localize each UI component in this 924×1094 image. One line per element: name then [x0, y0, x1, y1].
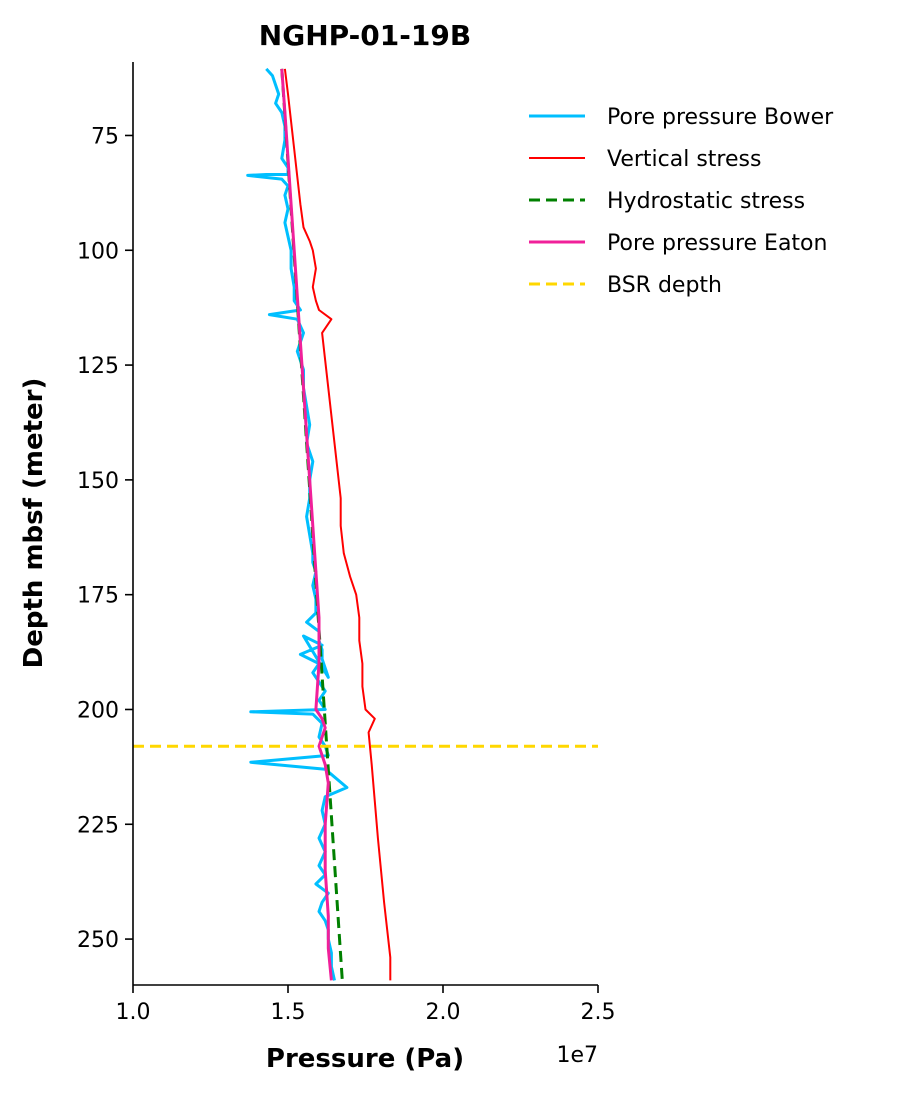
y-tick-label: 200	[77, 698, 119, 723]
series-line-vertical-stress	[283, 68, 392, 981]
x-axis-offset-label: 1e7	[556, 1043, 598, 1068]
x-axis-title: Pressure (Pa)	[266, 1044, 464, 1074]
y-axis-title: Depth mbsf (meter)	[19, 378, 49, 669]
x-tick-label: 1.5	[271, 1000, 306, 1025]
y-tick-label: 125	[77, 354, 119, 379]
series-line-pore-pressure-bower	[246, 67, 349, 981]
x-ticks: 1.0 1.5 2.0 2.5	[116, 985, 616, 1025]
y-ticks: 75 100 125 150 175 200 225 250	[77, 124, 133, 953]
y-tick-label: 150	[77, 469, 119, 494]
y-tick-label: 175	[77, 584, 119, 609]
y-tick-label: 100	[77, 239, 119, 264]
y-tick-label: 250	[77, 928, 119, 953]
x-tick-label: 2.5	[581, 1000, 616, 1025]
legend-label-pore-pressure-eaton: Pore pressure Eaton	[607, 231, 827, 256]
legend-label-vertical-stress: Vertical stress	[607, 147, 761, 172]
legend-label-pore-pressure-bower: Pore pressure Bower	[607, 105, 834, 130]
y-tick-label: 225	[77, 813, 119, 838]
legend-label-hydrostatic-stress: Hydrostatic stress	[607, 189, 805, 214]
plot-lines	[133, 67, 598, 981]
legend-label-bsr-depth: BSR depth	[607, 273, 722, 298]
series-line-pore-pressure-eaton	[280, 68, 333, 981]
legend: Pore pressure Bower Vertical stress Hydros…	[529, 105, 834, 298]
x-tick-label: 2.0	[426, 1000, 461, 1025]
x-tick-label: 1.0	[116, 1000, 151, 1025]
y-tick-label: 75	[91, 124, 119, 149]
chart-title: NGHP-01-19B	[259, 19, 471, 52]
